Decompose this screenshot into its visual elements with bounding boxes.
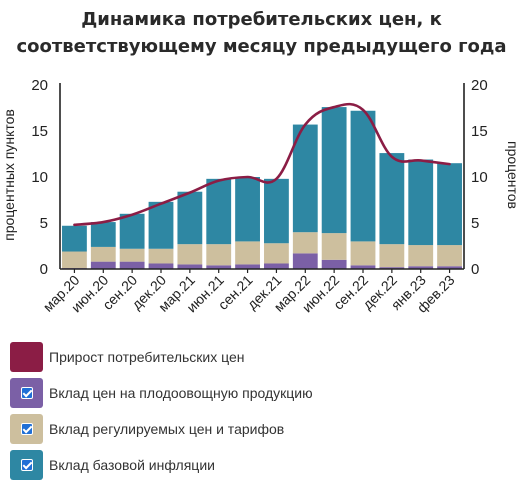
legend-swatch-core	[10, 450, 43, 480]
bar-segment-fruit-veg-4	[177, 264, 203, 269]
legend: Прирост потребительских цен Вклад цен на…	[10, 339, 430, 483]
bar-segment-regulated-0	[62, 251, 87, 269]
bar-segment-core-13	[437, 163, 462, 246]
legend-swatch-regulated	[10, 414, 43, 444]
bar-segment-core-11	[379, 153, 405, 245]
y-tick-right-3: 15	[471, 123, 488, 140]
bar-segment-core-1	[90, 222, 116, 247]
legend-item-core[interactable]: Вклад базовой инфляции	[10, 447, 430, 483]
legend-checkbox-core[interactable]	[21, 459, 33, 471]
bar-segment-core-5	[206, 178, 232, 245]
legend-swatch-cpi-growth	[10, 342, 43, 372]
bar-segment-fruit-veg-9	[321, 259, 347, 269]
y-tick-right-1: 5	[471, 215, 479, 232]
y-tick-right-2: 10	[471, 169, 488, 186]
bar-segment-regulated-5	[206, 244, 232, 266]
bar-segment-core-8	[292, 124, 318, 233]
bars-group	[62, 107, 462, 269]
bar-segment-core-12	[408, 159, 434, 246]
line-group	[73, 102, 451, 227]
legend-item-cpi-growth[interactable]: Прирост потребительских цен	[10, 339, 430, 375]
bar-segment-core-2	[119, 213, 145, 249]
bar-segment-fruit-veg-10	[350, 265, 376, 269]
legend-label-core: Вклад базовой инфляции	[49, 457, 215, 473]
legend-label-regulated: Вклад регулируемых цен и тарифов	[49, 421, 285, 437]
y-axis-title-left: процентных пунктов	[1, 109, 17, 241]
bar-segment-regulated-7	[264, 243, 289, 264]
bar-segment-fruit-veg-6	[235, 264, 260, 269]
bar-segment-core-6	[235, 177, 260, 242]
bar-segment-regulated-1	[90, 246, 116, 262]
bar-segment-fruit-veg-1	[90, 261, 116, 269]
bar-segment-regulated-10	[350, 241, 376, 266]
bar-segment-core-9	[321, 107, 347, 234]
bar-segment-regulated-4	[177, 244, 203, 265]
bar-segment-core-0	[62, 225, 87, 252]
bar-segment-regulated-6	[235, 241, 260, 265]
bar-segment-core-10	[350, 110, 376, 242]
legend-item-fruit-veg[interactable]: Вклад цен на плодоовощную продукцию	[10, 375, 430, 411]
legend-item-regulated[interactable]: Вклад регулируемых цен и тарифов	[10, 411, 430, 447]
y-axis-title-right: процентов	[505, 141, 521, 209]
series-line-cpi-growth	[73, 102, 451, 227]
bar-segment-fruit-veg-3	[148, 263, 174, 269]
bar-segment-fruit-veg-11	[379, 267, 405, 269]
legend-swatch-fruit-veg	[10, 378, 43, 408]
legend-checkbox-regulated[interactable]	[21, 423, 33, 435]
legend-label-fruit-veg: Вклад цен на плодоовощную продукцию	[49, 385, 313, 401]
chart-title: Динамика потребительских цен, к соответс…	[0, 6, 523, 60]
bar-segment-regulated-8	[292, 232, 318, 254]
chart-title-line-1: Динамика потребительских цен, к	[81, 9, 442, 30]
bar-segment-regulated-3	[148, 248, 174, 264]
bar-segment-core-7	[264, 178, 289, 244]
chart-title-line-2: соответствующему месяцу предыдущего года	[16, 36, 507, 57]
legend-label-cpi-growth: Прирост потребительских цен	[49, 349, 245, 365]
y-tick-left-4: 20	[31, 77, 48, 94]
bar-segment-fruit-veg-7	[264, 263, 289, 269]
bar-segment-regulated-13	[437, 245, 462, 267]
bar-segment-fruit-veg-13	[437, 266, 462, 269]
bar-segment-regulated-12	[408, 245, 434, 267]
bar-segment-regulated-9	[321, 233, 347, 260]
y-tick-left-1: 5	[40, 215, 48, 232]
y-tick-left-2: 10	[31, 169, 48, 186]
bar-segment-fruit-veg-12	[408, 266, 434, 269]
legend-checkbox-fruit-veg[interactable]	[21, 387, 33, 399]
y-tick-left-0: 0	[40, 261, 48, 278]
y-tick-left-3: 15	[31, 123, 48, 140]
y-tick-right-4: 20	[471, 77, 488, 94]
bar-segment-core-3	[148, 201, 174, 249]
bar-segment-regulated-11	[379, 244, 405, 268]
bar-segment-fruit-veg-5	[206, 265, 232, 269]
bar-segment-fruit-veg-8	[292, 253, 318, 269]
y-tick-right-0: 0	[471, 261, 479, 278]
bar-segment-core-4	[177, 191, 203, 245]
bar-segment-regulated-2	[119, 248, 145, 262]
bar-segment-fruit-veg-2	[119, 261, 145, 269]
